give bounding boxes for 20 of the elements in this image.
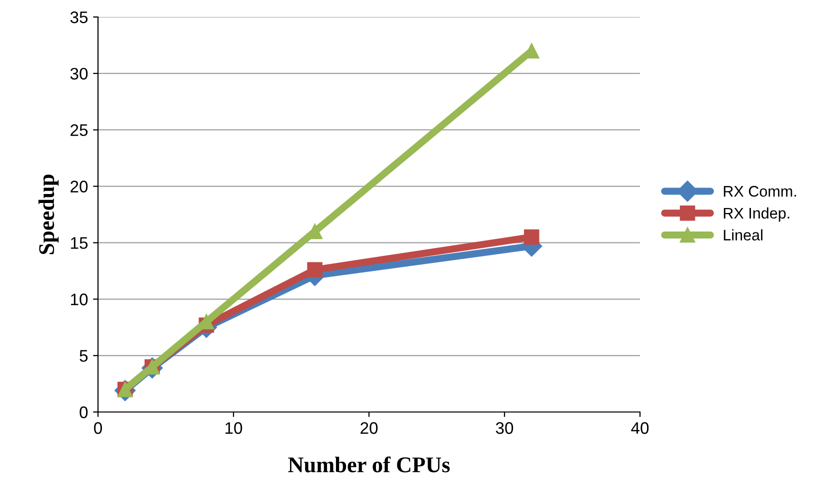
y-tick-label: 10 [71,294,88,306]
legend-label: RX Comm. [724,186,796,197]
y-tick-label: 5 [80,350,88,362]
x-tick-label: 10 [226,422,242,434]
x-tick-label: 0 [94,422,102,434]
y-tick-label: 15 [71,237,88,249]
y-tick-label: 35 [70,11,88,24]
legend-label: RX Indep. [724,207,790,222]
x-tick-label: 40 [631,422,649,434]
legend-label: Lineal [724,229,762,240]
y-tick-label: 0 [80,406,88,418]
point [524,229,540,245]
point [307,262,322,278]
y-axis-title: Speedup [38,174,59,254]
y-tick-label: 20 [70,180,88,192]
y-tick-label: 25 [70,124,88,136]
x-tick-label: 30 [496,422,514,434]
x-tick-label: 20 [360,422,378,434]
x-axis-title: Number of CPUs [288,456,450,472]
y-tick-label: 30 [70,68,88,80]
